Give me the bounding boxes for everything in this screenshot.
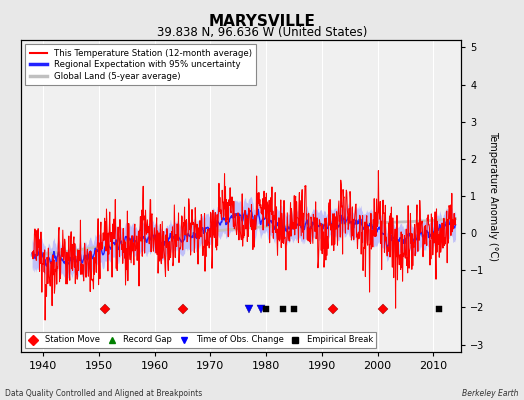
- Text: Berkeley Earth: Berkeley Earth: [462, 389, 519, 398]
- Text: Data Quality Controlled and Aligned at Breakpoints: Data Quality Controlled and Aligned at B…: [5, 389, 202, 398]
- Text: MARYSVILLE: MARYSVILLE: [209, 14, 315, 29]
- Text: 39.838 N, 96.636 W (United States): 39.838 N, 96.636 W (United States): [157, 26, 367, 39]
- Y-axis label: Temperature Anomaly (°C): Temperature Anomaly (°C): [488, 131, 498, 261]
- Legend: Station Move, Record Gap, Time of Obs. Change, Empirical Break: Station Move, Record Gap, Time of Obs. C…: [25, 332, 376, 348]
